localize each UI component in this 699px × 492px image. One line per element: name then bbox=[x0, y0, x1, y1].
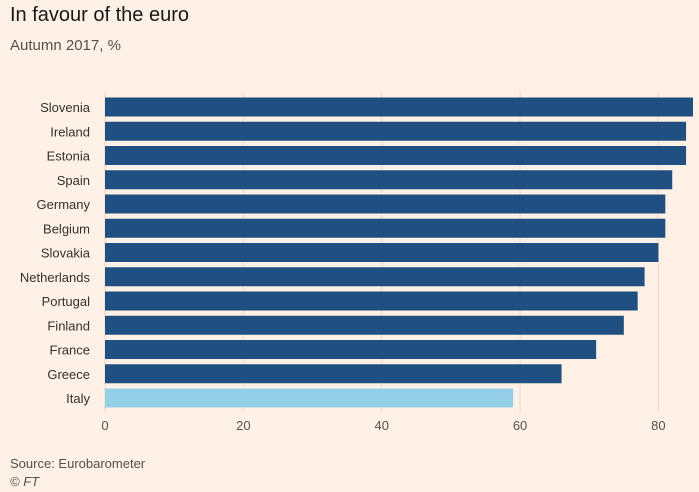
category-label-ireland: Ireland bbox=[50, 124, 90, 139]
x-tick-label: 0 bbox=[101, 418, 108, 433]
bar-italy bbox=[105, 388, 514, 408]
x-tick-label: 40 bbox=[374, 418, 388, 433]
bar-estonia bbox=[105, 146, 687, 165]
category-label-slovakia: Slovakia bbox=[41, 246, 91, 261]
x-tick-label: 80 bbox=[651, 418, 665, 433]
x-tick-label: 60 bbox=[513, 418, 527, 433]
x-tick-label: 20 bbox=[236, 418, 250, 433]
category-label-spain: Spain bbox=[57, 173, 90, 188]
bar-netherlands bbox=[105, 267, 645, 287]
category-label-greece: Greece bbox=[47, 367, 90, 382]
bars bbox=[105, 97, 693, 408]
bar-slovenia bbox=[105, 97, 693, 117]
source-note: Source: Eurobarometer bbox=[10, 456, 146, 471]
bar-slovakia bbox=[105, 243, 659, 262]
category-label-portugal: Portugal bbox=[42, 294, 91, 309]
category-label-slovenia: Slovenia bbox=[40, 100, 91, 115]
bar-ireland bbox=[105, 121, 687, 141]
bar-france bbox=[105, 340, 597, 359]
category-label-finland: Finland bbox=[47, 318, 90, 333]
chart-subtitle: Autumn 2017, % bbox=[10, 37, 121, 54]
bar-spain bbox=[105, 170, 673, 190]
bar-belgium bbox=[105, 218, 666, 238]
credit-note: © FT bbox=[10, 474, 40, 489]
bar-germany bbox=[105, 194, 666, 214]
category-label-netherlands: Netherlands bbox=[20, 270, 91, 285]
bar-greece bbox=[105, 364, 562, 384]
bar-finland bbox=[105, 315, 624, 335]
category-labels: Slovenia Ireland Estonia Spain Germany Belgiu… bbox=[20, 100, 91, 406]
category-label-france: France bbox=[50, 343, 90, 358]
x-axis-ticks: 0 20 40 60 80 bbox=[101, 418, 665, 433]
category-label-germany: Germany bbox=[37, 197, 91, 212]
category-label-belgium: Belgium bbox=[43, 221, 90, 236]
bar-chart: Slovenia Ireland Estonia Spain Germany Belgiu… bbox=[20, 92, 693, 433]
category-label-italy: Italy bbox=[66, 391, 90, 406]
chart-title: In favour of the euro bbox=[10, 4, 190, 26]
bar-portugal bbox=[105, 291, 638, 311]
category-label-estonia: Estonia bbox=[47, 149, 91, 164]
